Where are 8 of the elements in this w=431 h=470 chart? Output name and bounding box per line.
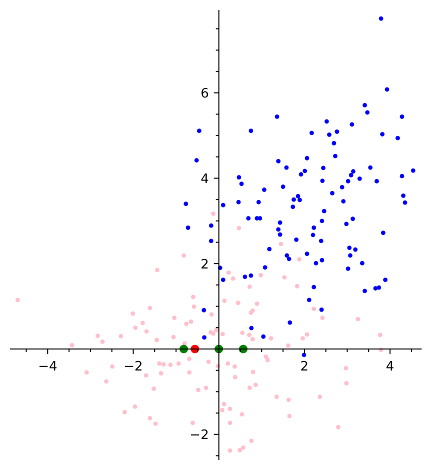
x-tick-label: −2 xyxy=(124,359,143,374)
x-tick-label: 4 xyxy=(386,359,394,374)
y-tick-label: 2 xyxy=(200,257,209,272)
y-tick-label: −2 xyxy=(190,428,209,444)
y-tick-label: 6 xyxy=(200,86,209,102)
y-tick-label: 4 xyxy=(200,172,209,187)
x-tick-label: −4 xyxy=(38,359,58,374)
x-tick-label: 2 xyxy=(300,359,309,374)
